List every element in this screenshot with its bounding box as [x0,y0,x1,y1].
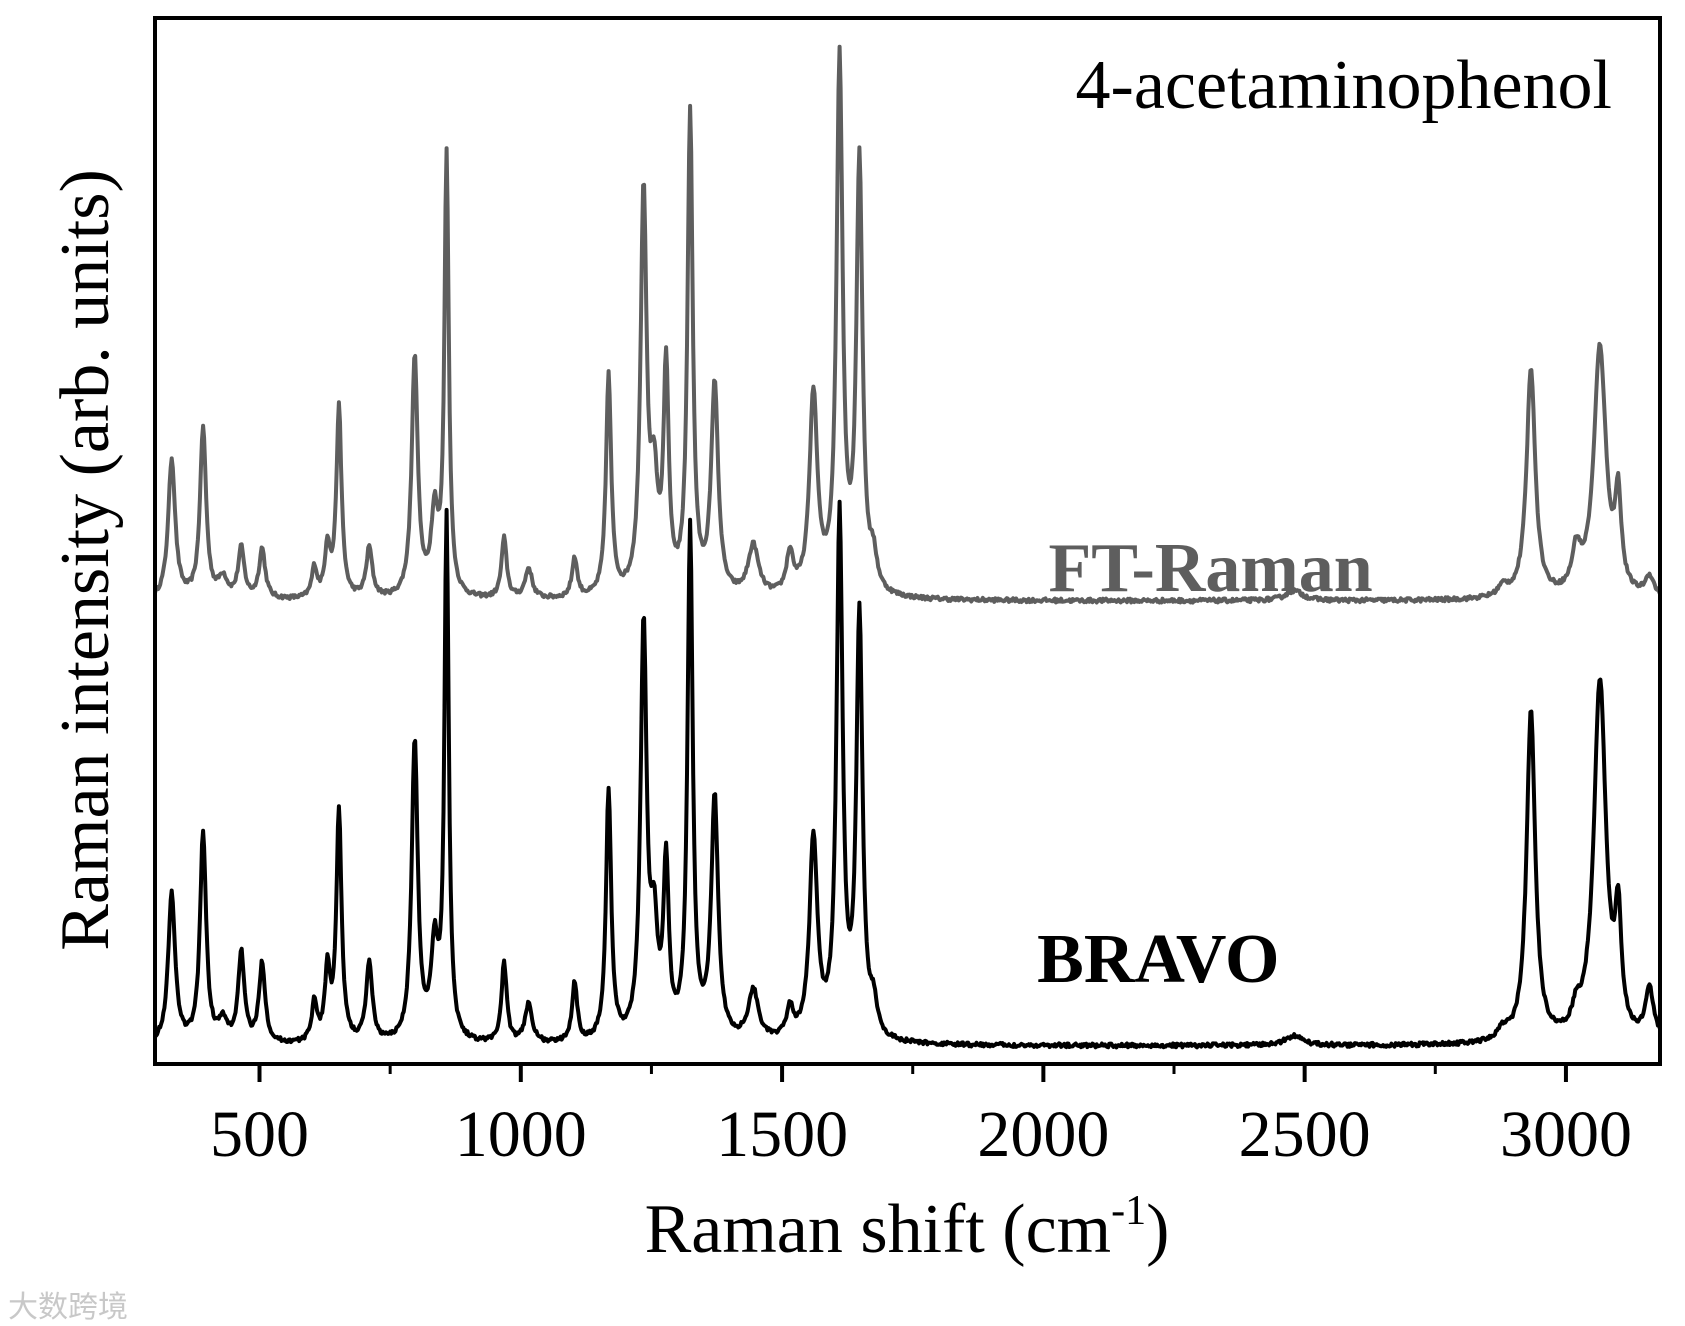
series-label-bravo: BRAVO [1037,921,1279,998]
x-axis-label-close: ) [1146,1191,1169,1268]
x-tick-label-500: 500 [210,1098,309,1171]
x-tick-label-3000: 3000 [1500,1098,1632,1171]
series-label-ft-raman: FT-Raman [1049,530,1373,607]
series-line-bravo [155,499,1660,1050]
x-axis-label-main: Raman shift (cm [645,1191,1112,1268]
x-tick-label-2000: 2000 [977,1098,1109,1171]
series-layer [155,44,1660,1050]
x-axis-label: Raman shift (cm-1) [645,1188,1170,1268]
watermark: 大数跨境 [8,1290,128,1325]
series-line-ft-raman [155,44,1660,605]
y-axis-label: Raman intensity (arb. units) [47,169,124,951]
x-axis-ticks: 500 1000 1500 2000 2500 3000 [210,1064,1632,1171]
x-axis-label-superscript: -1 [1111,1188,1146,1234]
x-tick-label-1500: 1500 [716,1098,848,1171]
chart-title: 4-acetaminophenol [1076,47,1612,124]
x-tick-label-1000: 1000 [455,1098,587,1171]
x-tick-label-2500: 2500 [1239,1098,1371,1171]
plot-frame [153,16,1662,1066]
plot-area [153,16,1662,1066]
